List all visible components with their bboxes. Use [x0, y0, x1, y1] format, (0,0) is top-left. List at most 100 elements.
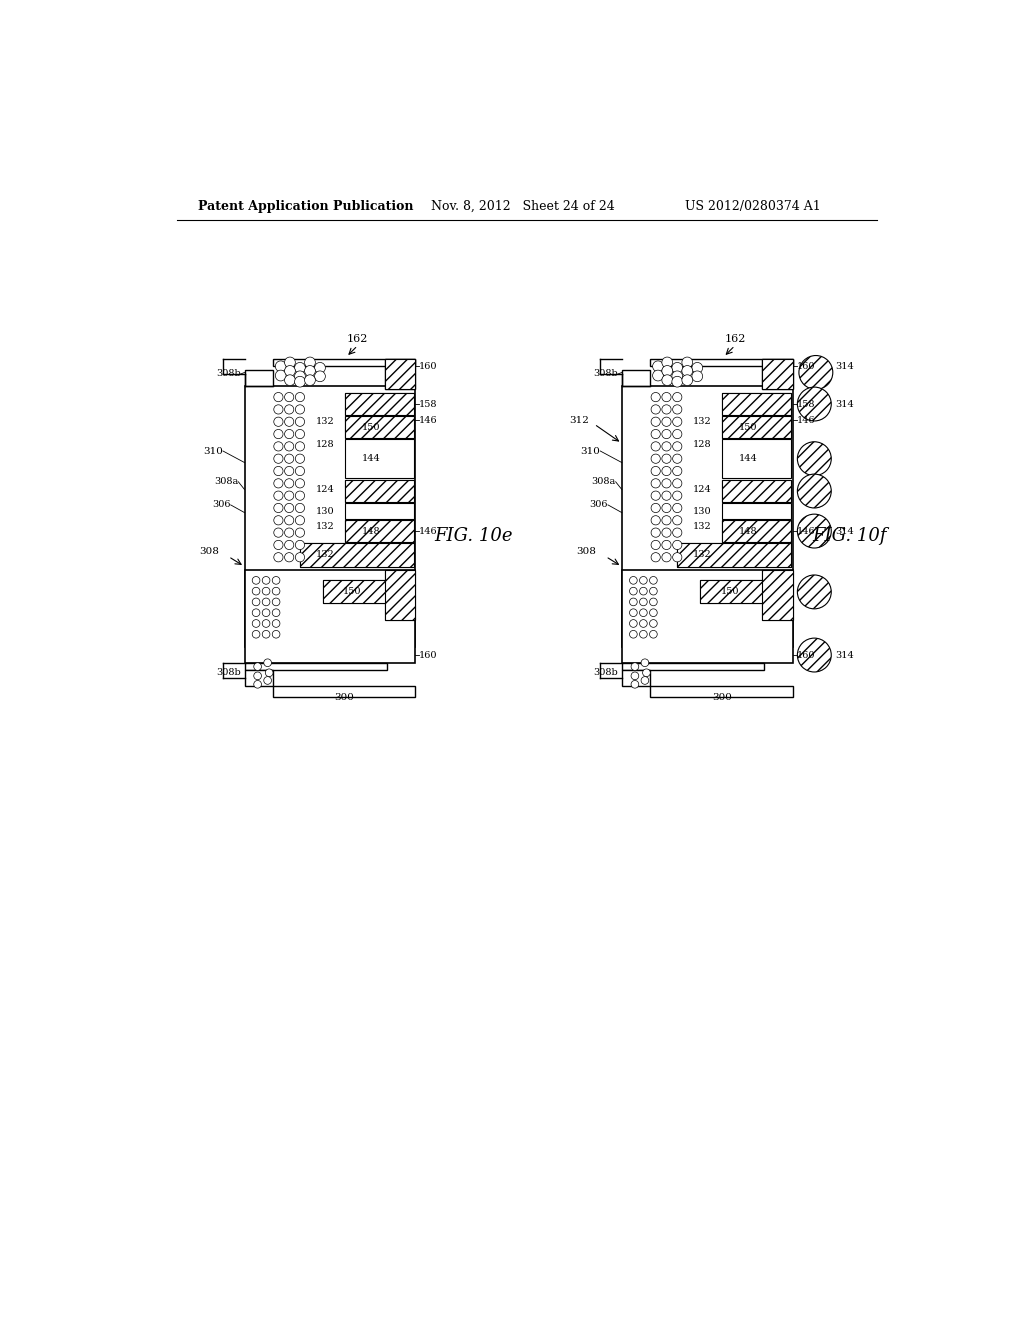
Circle shape [672, 376, 683, 387]
Bar [622, 663, 764, 671]
Circle shape [641, 659, 649, 667]
Circle shape [649, 577, 657, 585]
Circle shape [652, 360, 664, 372]
Circle shape [295, 516, 304, 525]
Circle shape [662, 540, 671, 549]
Circle shape [662, 366, 673, 376]
Bar [722, 416, 792, 438]
Bar [700, 581, 777, 603]
Circle shape [273, 392, 283, 401]
Text: 308: 308 [200, 546, 219, 556]
Circle shape [630, 598, 637, 606]
Circle shape [649, 631, 657, 638]
Circle shape [252, 609, 260, 616]
Circle shape [262, 609, 270, 616]
Text: 158: 158 [419, 400, 438, 408]
Bar [345, 416, 414, 438]
Circle shape [262, 587, 270, 595]
Circle shape [662, 454, 671, 463]
Circle shape [673, 503, 682, 512]
Circle shape [254, 681, 261, 688]
Circle shape [798, 638, 831, 672]
Circle shape [662, 417, 671, 426]
Circle shape [662, 553, 671, 562]
Bar [677, 544, 792, 566]
Bar [762, 359, 793, 389]
Circle shape [631, 681, 639, 688]
Circle shape [631, 663, 639, 671]
Text: 314: 314 [836, 400, 854, 408]
Circle shape [295, 442, 304, 451]
Circle shape [285, 466, 294, 475]
Circle shape [641, 677, 649, 684]
Bar [345, 416, 414, 438]
Circle shape [673, 479, 682, 488]
Circle shape [285, 358, 295, 368]
Text: 310: 310 [581, 446, 600, 455]
Circle shape [285, 491, 294, 500]
Circle shape [673, 429, 682, 438]
Text: 132: 132 [315, 417, 335, 426]
Bar [722, 503, 792, 519]
Circle shape [262, 577, 270, 585]
Circle shape [673, 540, 682, 549]
Circle shape [254, 672, 261, 680]
Text: 150: 150 [720, 587, 739, 597]
Circle shape [262, 631, 270, 638]
Bar [385, 570, 416, 620]
Circle shape [662, 503, 671, 512]
Circle shape [651, 405, 660, 414]
Bar [650, 686, 793, 697]
Circle shape [662, 491, 671, 500]
Text: 160: 160 [419, 362, 438, 371]
Circle shape [682, 375, 692, 385]
Circle shape [285, 454, 294, 463]
Circle shape [651, 429, 660, 438]
Text: FIG. 10e: FIG. 10e [435, 527, 513, 545]
Circle shape [295, 466, 304, 475]
Text: 128: 128 [316, 441, 335, 449]
Circle shape [273, 454, 283, 463]
Circle shape [651, 442, 660, 451]
Bar [300, 544, 414, 566]
Circle shape [295, 405, 304, 414]
Bar [722, 520, 792, 543]
Text: 132: 132 [693, 417, 712, 426]
Circle shape [651, 553, 660, 562]
Circle shape [285, 442, 294, 451]
Circle shape [295, 479, 304, 488]
Circle shape [295, 540, 304, 549]
Circle shape [264, 677, 271, 684]
Circle shape [651, 540, 660, 549]
Text: 130: 130 [693, 507, 712, 516]
Text: 162: 162 [347, 334, 369, 345]
Circle shape [272, 609, 280, 616]
Circle shape [798, 474, 831, 508]
Circle shape [273, 540, 283, 549]
Bar [722, 440, 792, 478]
Circle shape [285, 540, 294, 549]
Circle shape [640, 631, 647, 638]
Text: 132: 132 [315, 550, 335, 560]
Circle shape [673, 516, 682, 525]
Circle shape [672, 363, 683, 374]
Text: 124: 124 [315, 484, 335, 494]
Circle shape [295, 553, 304, 562]
Text: 128: 128 [693, 441, 712, 449]
Bar [345, 393, 414, 414]
Circle shape [649, 619, 657, 627]
Circle shape [651, 528, 660, 537]
Circle shape [252, 631, 260, 638]
Circle shape [662, 466, 671, 475]
Circle shape [649, 587, 657, 595]
Circle shape [285, 516, 294, 525]
Bar [345, 480, 414, 502]
Circle shape [295, 429, 304, 438]
Circle shape [272, 587, 280, 595]
Text: 312: 312 [569, 416, 589, 425]
Bar [345, 440, 414, 478]
Text: 308b: 308b [593, 668, 617, 677]
Bar [345, 393, 414, 414]
Circle shape [285, 429, 294, 438]
Text: 150: 150 [343, 587, 361, 597]
